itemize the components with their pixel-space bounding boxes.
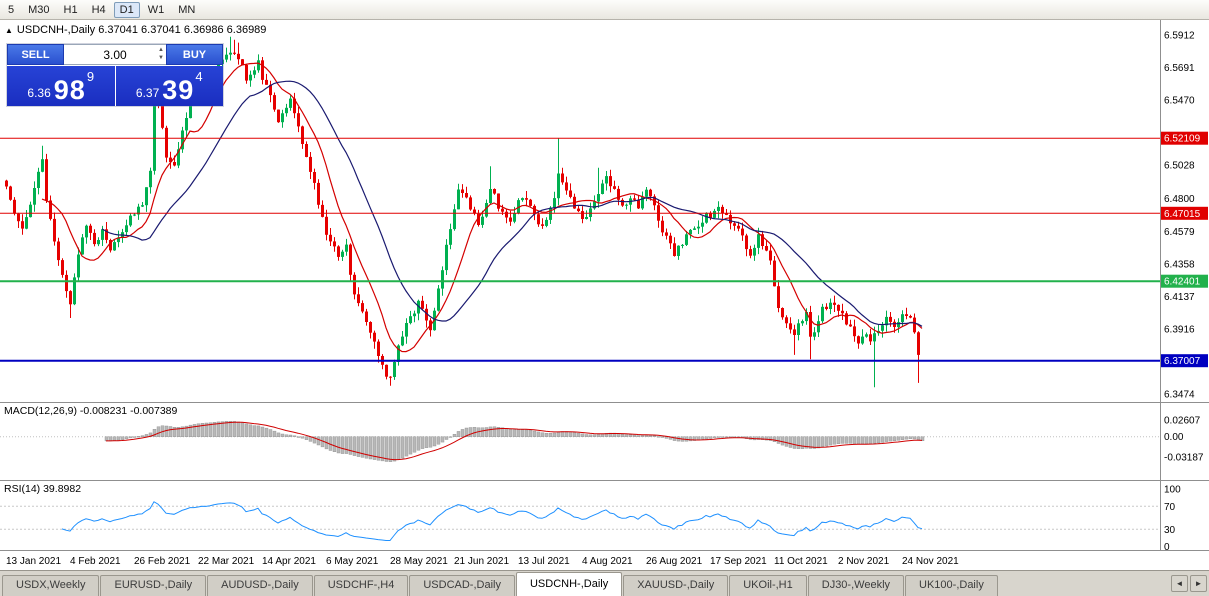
macd-histogram bbox=[104, 421, 925, 462]
svg-text:6.4579: 6.4579 bbox=[1164, 227, 1195, 238]
chart-tab-bar: USDX,Weekly EURUSD-,Daily AUDUSD-,Daily USD… bbox=[0, 570, 1209, 596]
chart-tab[interactable]: AUDUSD-,Daily bbox=[207, 575, 313, 596]
buy-price-small: 6.37 bbox=[135, 86, 160, 100]
timeframe-button-5[interactable]: 5 bbox=[2, 2, 20, 18]
price-axis-ticks: 6.5912 6.5691 6.5470 6.5028 6.4800 6.4579 6.43… bbox=[1164, 31, 1195, 401]
svg-text:6.4800: 6.4800 bbox=[1164, 194, 1195, 205]
sell-price-big: 98 bbox=[53, 75, 86, 105]
svg-text:30: 30 bbox=[1164, 525, 1176, 536]
chart-tab[interactable]: XAUUSD-,Daily bbox=[623, 575, 729, 596]
svg-text:70: 70 bbox=[1164, 502, 1176, 513]
svg-text:4 Aug 2021: 4 Aug 2021 bbox=[582, 556, 633, 567]
svg-text:-0.03187: -0.03187 bbox=[1164, 453, 1204, 464]
chart-tab[interactable]: DJ30-,Weekly bbox=[807, 575, 905, 596]
svg-text:6.37007: 6.37007 bbox=[1164, 356, 1201, 367]
price-level-badge: 6.37007 bbox=[1161, 354, 1208, 368]
sell-price-display[interactable]: 6.36 98 9 bbox=[7, 66, 115, 106]
svg-text:26 Aug 2021: 26 Aug 2021 bbox=[646, 556, 703, 567]
svg-text:6.52109: 6.52109 bbox=[1164, 134, 1201, 145]
svg-text:6.3916: 6.3916 bbox=[1164, 324, 1195, 335]
chart-region: 6.5912 6.5691 6.5470 6.5028 6.4800 6.4579 6.43… bbox=[0, 20, 1209, 570]
buy-price-big: 39 bbox=[162, 75, 195, 105]
svg-text:2 Nov 2021: 2 Nov 2021 bbox=[838, 556, 890, 567]
svg-text:6.5691: 6.5691 bbox=[1164, 63, 1195, 74]
svg-text:6.3474: 6.3474 bbox=[1164, 390, 1195, 401]
svg-text:6.5912: 6.5912 bbox=[1164, 31, 1195, 42]
svg-text:14 Apr 2021: 14 Apr 2021 bbox=[262, 556, 316, 567]
svg-text:0: 0 bbox=[1164, 542, 1170, 553]
chart-tab[interactable]: UK100-,Daily bbox=[905, 575, 998, 596]
timeframe-button-d1[interactable]: D1 bbox=[113, 1, 140, 18]
rsi-axis-ticks: 100 70 30 0 bbox=[1164, 485, 1181, 554]
volume-value: 3.00 bbox=[103, 47, 127, 62]
svg-text:17 Sep 2021: 17 Sep 2021 bbox=[710, 556, 767, 567]
candlestick-series bbox=[5, 36, 924, 388]
chart-tab[interactable]: USDCHF-,H4 bbox=[313, 575, 409, 596]
sell-price-sup: 9 bbox=[86, 69, 95, 84]
timeframe-button-m30[interactable]: M30 bbox=[22, 2, 55, 18]
timeframe-button-h1[interactable]: H1 bbox=[58, 2, 84, 18]
svg-text:22 Mar 2021: 22 Mar 2021 bbox=[198, 556, 255, 567]
svg-text:26 Feb 2021: 26 Feb 2021 bbox=[134, 556, 191, 567]
svg-text:4 Feb 2021: 4 Feb 2021 bbox=[70, 556, 121, 567]
chart-tab[interactable]: UKOil-,H1 bbox=[729, 575, 807, 596]
svg-text:6.4358: 6.4358 bbox=[1164, 259, 1195, 270]
timeframe-button-mn[interactable]: MN bbox=[172, 2, 201, 18]
svg-text:6.42401: 6.42401 bbox=[1164, 277, 1201, 288]
svg-text:6.5028: 6.5028 bbox=[1164, 161, 1195, 172]
date-axis-labels: 13 Jan 2021 4 Feb 2021 26 Feb 2021 22 Mar 2… bbox=[6, 556, 959, 567]
buy-price-sup: 4 bbox=[195, 69, 203, 84]
chart-title-ohlc: USDCNH-,Daily 6.37041 6.37041 6.36986 6.… bbox=[16, 24, 267, 36]
chart-tab[interactable]: EURUSD-,Daily bbox=[100, 575, 207, 596]
sell-button[interactable]: SELL bbox=[7, 44, 64, 65]
svg-text:24 Nov 2021: 24 Nov 2021 bbox=[902, 556, 959, 567]
chart-tab[interactable]: USDCNH-,Daily bbox=[515, 572, 623, 596]
buy-button[interactable]: BUY bbox=[166, 44, 223, 65]
svg-text:0.02607: 0.02607 bbox=[1164, 416, 1201, 427]
svg-text:6.47015: 6.47015 bbox=[1164, 209, 1201, 220]
svg-text:11 Oct 2021: 11 Oct 2021 bbox=[774, 556, 828, 567]
svg-text:13 Jan 2021: 13 Jan 2021 bbox=[6, 556, 61, 567]
timeframe-button-h4[interactable]: H4 bbox=[86, 2, 112, 18]
tab-scroll-right-icon[interactable]: ► bbox=[1190, 575, 1207, 592]
volume-down-icon[interactable]: ▼ bbox=[158, 55, 164, 61]
svg-text:0.00: 0.00 bbox=[1164, 432, 1184, 443]
symbol-arrow-icon: ▲ bbox=[5, 25, 13, 35]
svg-text:21 Jun 2021: 21 Jun 2021 bbox=[454, 556, 509, 567]
buy-price-display[interactable]: 6.37 39 4 bbox=[115, 66, 223, 106]
svg-text:13 Jul 2021: 13 Jul 2021 bbox=[518, 556, 570, 567]
chart-ohlc-header: ▲ USDCNH-,Daily 6.37041 6.37041 6.36986 … bbox=[5, 24, 266, 36]
chart-tab[interactable]: USDCAD-,Daily bbox=[409, 575, 515, 596]
tab-scroll-left-icon[interactable]: ◄ bbox=[1171, 575, 1188, 592]
price-level-badge: 6.52109 bbox=[1161, 131, 1208, 145]
price-level-badge: 6.42401 bbox=[1161, 274, 1208, 288]
rsi-line bbox=[61, 501, 923, 541]
timeframe-toolbar: 5 M30 H1 H4 D1 W1 MN bbox=[0, 0, 1209, 20]
volume-up-icon[interactable]: ▲ bbox=[158, 47, 164, 53]
timeframe-button-w1[interactable]: W1 bbox=[142, 2, 171, 18]
svg-text:6.4137: 6.4137 bbox=[1164, 292, 1195, 303]
price-level-badge: 6.47015 bbox=[1161, 206, 1208, 220]
chart-tab[interactable]: USDX,Weekly bbox=[2, 575, 100, 596]
svg-text:6 May 2021: 6 May 2021 bbox=[326, 556, 379, 567]
sell-price-small: 6.36 bbox=[27, 86, 51, 100]
chart-canvas[interactable]: 6.5912 6.5691 6.5470 6.5028 6.4800 6.4579 6.43… bbox=[0, 20, 1209, 570]
macd-axis-ticks: 0.02607 0.00 -0.03187 bbox=[1164, 416, 1204, 464]
svg-text:100: 100 bbox=[1164, 485, 1181, 496]
macd-signal-line bbox=[106, 421, 923, 461]
volume-stepper[interactable]: 3.00 ▲ ▼ bbox=[64, 44, 166, 65]
macd-indicator-label: MACD(12,26,9) -0.008231 -0.007389 bbox=[4, 405, 178, 417]
svg-text:6.5470: 6.5470 bbox=[1164, 96, 1195, 107]
svg-text:28 May 2021: 28 May 2021 bbox=[390, 556, 448, 567]
ma-slow-line bbox=[101, 80, 923, 327]
rsi-indicator-label: RSI(14) 39.8982 bbox=[4, 483, 82, 495]
one-click-trading-panel: SELL 3.00 ▲ ▼ BUY 6.36 98 9 6.37 39 4 bbox=[7, 44, 223, 106]
